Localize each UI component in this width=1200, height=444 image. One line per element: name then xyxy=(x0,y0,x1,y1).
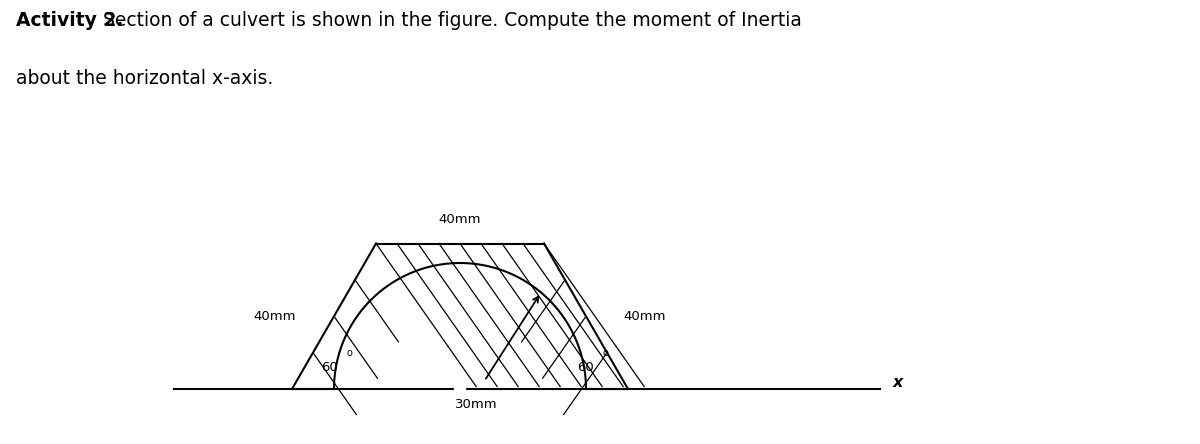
Text: 40mm: 40mm xyxy=(439,213,481,226)
Text: 40mm: 40mm xyxy=(624,310,666,323)
Circle shape xyxy=(455,384,466,395)
Text: Section of a culvert is shown in the figure. Compute the moment of Inertia: Section of a culvert is shown in the fig… xyxy=(97,11,802,30)
Text: o: o xyxy=(347,348,353,357)
Text: Activity 2.: Activity 2. xyxy=(16,11,122,30)
Text: 30mm: 30mm xyxy=(455,398,497,411)
Text: o: o xyxy=(602,348,608,357)
Text: 40mm: 40mm xyxy=(253,310,296,323)
Text: 60: 60 xyxy=(577,361,594,374)
Text: 60: 60 xyxy=(322,361,338,374)
Text: x: x xyxy=(893,375,902,390)
Text: about the horizontal x-axis.: about the horizontal x-axis. xyxy=(16,69,272,88)
